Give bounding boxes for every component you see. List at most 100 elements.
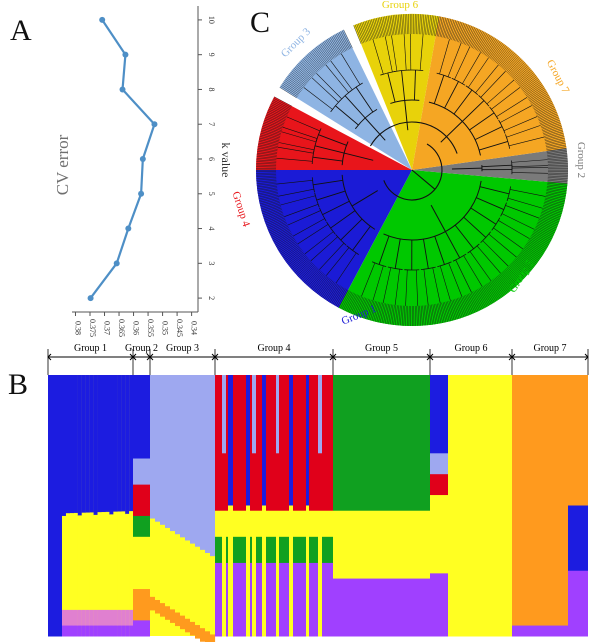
tip-line [299, 61, 315, 76]
tip-line [543, 204, 563, 211]
tip-line [484, 38, 497, 56]
tip-line [285, 249, 302, 262]
tip-line [353, 296, 362, 315]
branch-spoke [476, 197, 505, 210]
tip-line [382, 16, 387, 37]
tip-line [391, 304, 395, 325]
tip-line [350, 295, 360, 314]
g4l2-seg-2 [276, 510, 279, 637]
tip-line [425, 305, 428, 326]
g1b5-seg-0 [81, 375, 86, 514]
tip-line [334, 34, 345, 53]
tip-line [464, 295, 473, 315]
branch-spoke [511, 172, 548, 174]
tip-line [273, 232, 292, 243]
tip-line [545, 141, 566, 146]
branch-spoke [419, 34, 424, 71]
tip-line [293, 67, 310, 82]
tip-line [459, 297, 468, 317]
tip-line [483, 37, 495, 55]
g34-seg-0 [170, 375, 176, 532]
tip-line [386, 16, 390, 36]
tip-line [301, 59, 317, 74]
tip-line [262, 209, 282, 216]
tip-line [479, 34, 491, 53]
tip-line [485, 284, 497, 302]
g4s3-seg-1 [289, 505, 293, 637]
branch-spoke [325, 64, 349, 93]
tip-line [257, 187, 278, 191]
tip-line [422, 305, 425, 326]
tip-line [264, 118, 284, 126]
branch-spoke [470, 207, 497, 225]
tip-line [420, 14, 423, 35]
g5-seg-0 [333, 375, 430, 512]
tip-line [260, 132, 280, 139]
tip-line [543, 131, 564, 137]
tip-line [428, 304, 432, 325]
tip-line [266, 219, 286, 227]
tip-line [304, 56, 319, 72]
tip-line [546, 149, 567, 153]
g4-seg-0 [215, 375, 333, 512]
tip-line [488, 41, 501, 58]
tip-line [256, 159, 277, 162]
tip-line [544, 200, 564, 206]
tip-line [449, 20, 456, 40]
tip-line [540, 118, 560, 126]
tip-line [260, 203, 281, 209]
g1b16-seg-2 [125, 609, 130, 627]
branch-spoke [440, 121, 463, 143]
branch-spoke [411, 169, 436, 190]
tip-line [337, 32, 348, 51]
branch-spoke [293, 218, 325, 237]
tip-line [359, 22, 367, 42]
g2-seg-2 [133, 484, 150, 517]
tip-line [472, 30, 482, 49]
g33-seg-2 [165, 606, 171, 620]
branch-spoke [511, 165, 548, 168]
tip-line [492, 44, 505, 61]
branch-spoke [478, 141, 508, 151]
tip-line [507, 266, 522, 282]
branch-spoke [384, 36, 393, 73]
tip-line [260, 131, 281, 137]
tip-line [502, 271, 517, 287]
tip-line [486, 39, 498, 57]
tip-line [501, 52, 516, 68]
bracket-arrow [146, 356, 151, 361]
cv-tick-label: 0.35 [161, 321, 170, 335]
tip-line [521, 77, 539, 90]
tip-line [517, 256, 533, 270]
g1b6-seg-2 [85, 609, 90, 627]
g1b3-seg-1 [73, 512, 78, 611]
tip-line [258, 139, 279, 144]
branch-spoke [343, 152, 374, 161]
tip-line [540, 214, 560, 222]
tip-line [367, 20, 374, 40]
tip-line [257, 190, 278, 194]
tip-line [284, 247, 301, 260]
tip-line [298, 62, 314, 77]
tip-line [289, 73, 306, 86]
tip-line [281, 84, 299, 96]
tip-line [547, 161, 568, 163]
branch-arc [335, 234, 347, 246]
g1b17-seg-0 [129, 375, 134, 512]
branch-spoke [335, 252, 357, 284]
branch-arc [500, 202, 507, 217]
tip-line [290, 71, 307, 85]
tip-line [300, 265, 316, 280]
g4s2-seg-0 [262, 375, 266, 506]
tip-line [525, 84, 543, 97]
tip-line [429, 304, 433, 325]
tip-line [505, 268, 521, 283]
g1b4-seg-0 [77, 375, 82, 516]
cv-axes [72, 6, 202, 316]
tip-line [534, 228, 553, 238]
tip-line [452, 299, 460, 319]
tip-line [547, 159, 568, 162]
tip-line [545, 197, 565, 203]
tip-line [433, 16, 438, 36]
tip-line [461, 24, 469, 44]
